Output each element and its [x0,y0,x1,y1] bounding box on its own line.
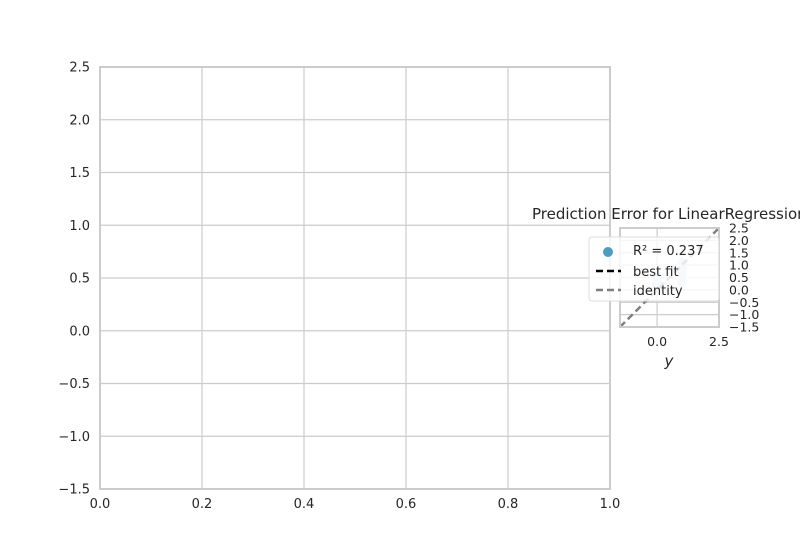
inset-y-tick-label: −1.0 [729,307,759,322]
inset-y-ticks: 2.52.01.51.00.50.0−0.5−1.0−1.5 [729,221,759,335]
inset-y-tick-label: 1.5 [729,245,749,260]
inset-y-tick-label: 0.0 [729,282,749,297]
inset-x-label: y [664,352,675,370]
main-x-tick-label: 0.0 [90,497,111,512]
main-y-tick-label: −1.0 [58,430,90,445]
inset-y-tick-label: 0.5 [729,270,749,285]
inset-y-tick-label: 2.0 [729,233,749,248]
legend: R² = 0.237 best fit identity [588,236,720,302]
legend-label-best-fit: best fit [633,265,679,280]
inset-x-ticks: 0.0 2.5 [647,334,729,349]
main-y-tick-label: −0.5 [58,377,90,392]
legend-label-identity: identity [633,284,683,299]
main-y-tick-label: 0.0 [69,324,90,339]
main-y-tick-label: 2.5 [69,61,90,76]
legend-marker-r2 [603,247,613,257]
inset-y-tick-label: 2.5 [729,221,749,236]
main-x-tick-label: 0.4 [294,497,315,512]
main-y-tick-label: 2.0 [69,113,90,128]
inset-axes: Prediction Error for LinearRegression 0.… [532,205,800,370]
main-x-tick-label: 0.8 [498,497,519,512]
main-grid [99,66,611,490]
main-x-ticks: 0.0 0.2 0.4 0.6 0.8 1.0 [90,497,621,512]
main-y-tick-label: 1.5 [69,166,90,181]
main-axes: 0.0 0.2 0.4 0.6 0.8 1.0 −1.5 −1.0 −0.5 0.0 0.5 1.0… [58,61,620,513]
main-y-tick-label: 0.5 [69,272,90,287]
main-x-tick-label: 0.2 [192,497,213,512]
legend-label-r2: R² = 0.237 [633,244,704,259]
legend-box [588,236,720,302]
inset-title: Prediction Error for LinearRegression [532,205,800,223]
main-y-tick-label: −1.5 [58,483,90,498]
main-x-tick-label: 0.6 [396,497,417,512]
main-x-tick-label: 1.0 [600,497,621,512]
inset-y-tick-label: 1.0 [729,258,749,273]
inset-x-tick-label: 0.0 [647,334,667,349]
inset-x-tick-label: 2.5 [709,334,729,349]
main-y-tick-label: 1.0 [69,219,90,234]
inset-y-tick-label: −1.5 [729,320,759,335]
main-y-ticks: −1.5 −1.0 −0.5 0.0 0.5 1.0 1.5 2.0 2.5 [58,61,90,498]
inset-y-tick-label: −0.5 [729,295,759,310]
